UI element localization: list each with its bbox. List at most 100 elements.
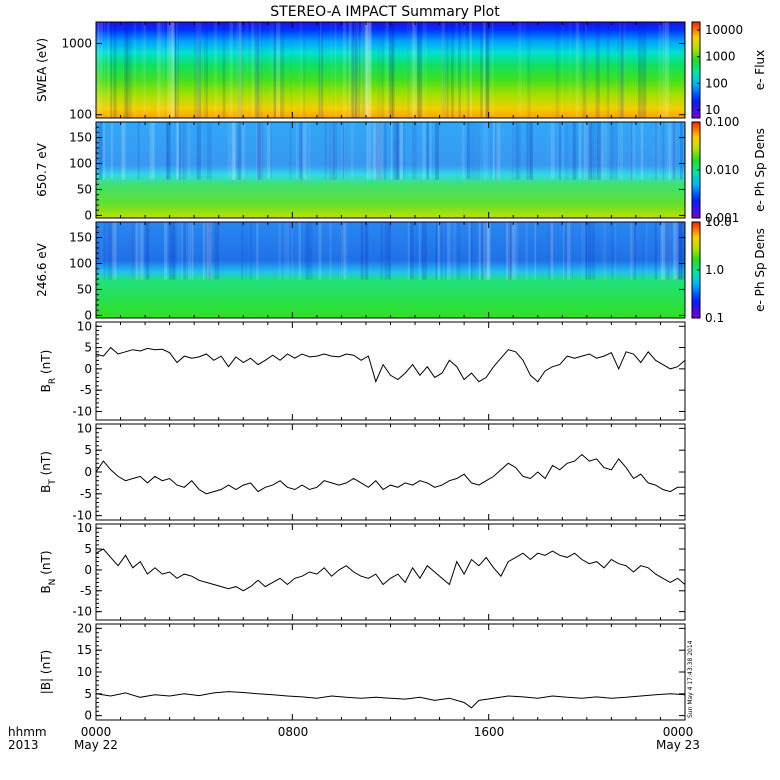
panel-0-texture [174,22,176,118]
panel-1-texture [329,122,335,180]
panel-1-texture [596,122,598,180]
panel-0-texture [167,22,170,118]
panel-2-texture [446,222,451,280]
panel-5-frame [95,523,686,621]
panel-2-colorbar-label: e- Ph Sp Dens [753,228,767,312]
panel-2-texture [145,222,150,280]
panel-0-texture [174,22,179,118]
panel-2-texture [534,222,537,280]
panel-1-texture [528,122,533,180]
panel-2-texture [667,222,672,280]
panel-0-texture [330,22,333,118]
panel-1-texture [177,122,179,180]
panel-1-colorbar-tick-label: 0.001 [705,211,739,225]
panel-1-texture [390,122,393,180]
panel-1-texture [483,122,488,180]
panel-0-texture [389,22,393,118]
panel-2-texture [135,222,139,280]
panel-1-texture [196,122,201,180]
panel-0-ytick-label: 1000 [61,37,92,51]
panel-1-texture [398,122,403,180]
panel-0-colorbar-tick-label: 1000 [705,50,736,64]
panel-0-texture [582,22,587,118]
panel-0-texture [319,22,322,118]
x-axis-unit-hhmm: hhmm [8,725,47,739]
panel-2-texture [114,222,117,280]
panel-2-texture [360,222,364,280]
panel-3-ytick-label: 10 [77,319,92,333]
panel-3-ylabel: BR (nT) [39,350,58,393]
panel-2-texture [250,222,253,280]
panel-1-texture [620,122,623,180]
panel-2-texture [445,222,447,280]
panel-0-texture [222,22,226,118]
panel-4-ytick-label: 10 [77,421,92,435]
panel-2-texture [146,222,149,280]
panel-4-ytick-label: 5 [84,443,92,457]
panel-5-ytick-label: -10 [72,605,92,619]
panel-0-texture [204,22,208,118]
panel-3-frame [95,321,686,421]
panel-5-ytick-label: 0 [84,563,92,577]
panel-5-ytick-label: -5 [80,584,92,598]
panel-0-texture [518,22,522,118]
panel-2-texture [208,222,211,280]
panel-2-texture [486,222,490,280]
panel-0-texture [350,22,355,118]
x-tick-label-0: 0000 [81,725,112,739]
panel-0-texture [205,22,208,118]
panel-0-texture [575,22,580,118]
panel-3-ytick-label: -10 [72,405,92,419]
panel-2-texture [256,222,259,280]
panel-1-texture [301,122,303,180]
panel-1-texture [655,122,658,180]
panel-2-texture [173,222,176,280]
panel-1-texture [241,122,246,180]
panel-6-frame [95,623,686,721]
panel-1-texture [668,122,671,180]
panel-6-ytick-label: 15 [77,643,92,657]
panel-1-texture [672,122,674,180]
panel-0-colorbar-tick-label: 10 [705,103,720,117]
panel-0-texture [443,22,446,118]
panel-0-texture [107,22,110,118]
panel-1-colorbar-tick-label: 0.010 [705,163,739,177]
panel-2-texture [380,222,381,280]
panel-0-texture [622,22,626,118]
panel-1-texture [302,122,307,180]
panel-1-texture [590,122,596,180]
panel-1-texture [366,122,372,180]
panel-2-texture [570,222,572,280]
panel-1-texture [516,122,521,180]
panel-1-texture [137,122,140,180]
panel-0-texture [364,22,368,118]
panel-0-texture [422,22,424,118]
panel-0-texture [381,22,384,118]
panel-1-texture [349,122,354,180]
panel-1-texture [468,122,471,180]
panel-2-texture [486,222,491,280]
panel-0-texture [236,22,242,118]
panel-2-ylabel: 246.6 eV [35,242,49,297]
panel-2-texture [591,222,596,280]
panel-1-texture [299,122,304,180]
panel-0-texture [113,22,117,118]
panel-2-texture [129,222,132,280]
panel-2-texture [641,222,644,280]
panel-0-texture [364,22,370,118]
panel-0-texture [665,22,670,118]
panel-0-texture [194,22,196,118]
panel-0-texture [357,22,361,118]
panel-2-texture [278,222,281,280]
panel-0-texture [387,22,389,118]
panel-0-texture [618,22,624,118]
panel-2-texture [109,222,114,280]
panel-1-texture [373,122,377,180]
panel-2-texture [165,222,168,280]
panel-4-ytick-label: 0 [84,465,92,479]
panel-2-texture [478,222,481,280]
panel-2-texture [672,222,677,280]
panel-5-ylabel: BN (nT) [39,550,58,593]
panel-2-colorbar-tick-label: 1.0 [705,263,724,277]
panel-2-texture [140,222,143,280]
